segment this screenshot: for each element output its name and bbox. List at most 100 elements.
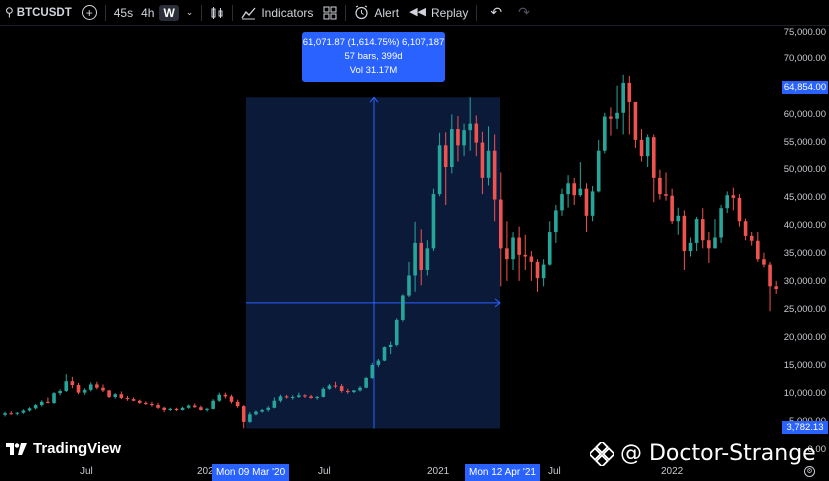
candle-body[interactable] xyxy=(737,197,742,222)
timeframe-w[interactable]: W xyxy=(157,0,180,26)
candle-body[interactable] xyxy=(82,389,87,393)
candle-body[interactable] xyxy=(9,413,13,415)
candle-body[interactable] xyxy=(156,405,160,408)
candle-body[interactable] xyxy=(498,199,503,249)
candle-body[interactable] xyxy=(284,396,289,398)
candle-body[interactable] xyxy=(88,384,93,390)
candle-body[interactable] xyxy=(651,137,656,178)
candle-body[interactable] xyxy=(719,208,723,238)
redo-button[interactable]: ↷ xyxy=(512,0,536,26)
candle-body[interactable] xyxy=(584,188,589,216)
candle-body[interactable] xyxy=(58,390,62,394)
undo-button[interactable]: ↶ xyxy=(480,0,512,26)
candle-body[interactable] xyxy=(707,240,711,249)
candle-body[interactable] xyxy=(443,145,448,167)
candle-body[interactable] xyxy=(266,407,271,410)
candle-body[interactable] xyxy=(511,237,515,260)
candle-body[interactable] xyxy=(254,411,258,415)
candle-body[interactable] xyxy=(39,401,44,406)
candle-body[interactable] xyxy=(76,385,81,393)
candle-body[interactable] xyxy=(566,183,570,195)
candle-body[interactable] xyxy=(345,390,350,393)
candle-body[interactable] xyxy=(33,405,38,409)
price-axis[interactable]: 75,000.00 70,000.00 60,000.00 55,000.00 … xyxy=(780,26,829,462)
timeframe-4h[interactable]: 4h xyxy=(141,5,155,20)
candle-body[interactable] xyxy=(168,408,173,410)
date-price-range-box[interactable] xyxy=(246,97,500,429)
candle-body[interactable] xyxy=(456,129,460,146)
candle-body[interactable] xyxy=(529,256,534,262)
candle-body[interactable] xyxy=(462,130,466,146)
candle-body[interactable] xyxy=(278,396,283,401)
candle-body[interactable] xyxy=(535,261,540,279)
timeframe-45s[interactable]: 45s xyxy=(113,5,134,20)
candle-body[interactable] xyxy=(603,116,607,151)
layouts-button[interactable] xyxy=(318,0,342,26)
candle-body[interactable] xyxy=(560,194,564,211)
candle-body[interactable] xyxy=(113,394,118,397)
candle-body[interactable] xyxy=(437,145,442,195)
candle-body[interactable] xyxy=(388,344,393,348)
candle-body[interactable] xyxy=(394,319,399,345)
candle-body[interactable] xyxy=(235,401,240,407)
candle-body[interactable] xyxy=(199,407,203,410)
candle-body[interactable] xyxy=(15,412,20,414)
candle-body[interactable] xyxy=(186,405,191,408)
candle-body[interactable] xyxy=(248,414,252,422)
candle-body[interactable] xyxy=(517,237,521,255)
candle-body[interactable] xyxy=(303,395,307,397)
candle-body[interactable] xyxy=(639,139,644,157)
candlestick-chart[interactable] xyxy=(0,26,780,462)
chart-type-button[interactable] xyxy=(205,0,229,26)
candle-body[interactable] xyxy=(756,240,760,260)
candle-body[interactable] xyxy=(419,242,424,271)
candle-body[interactable] xyxy=(505,248,509,260)
candle-body[interactable] xyxy=(229,396,234,402)
candle-body[interactable] xyxy=(162,407,166,410)
candle-body[interactable] xyxy=(682,215,687,252)
candle-body[interactable] xyxy=(725,195,730,209)
candle-body[interactable] xyxy=(309,396,313,399)
candle-body[interactable] xyxy=(596,150,601,192)
candle-body[interactable] xyxy=(217,394,222,401)
candle-body[interactable] xyxy=(590,191,595,216)
candle-body[interactable] xyxy=(578,188,583,196)
tradingview-logo[interactable]: TradingView xyxy=(6,440,121,457)
candle-body[interactable] xyxy=(150,403,154,406)
candle-body[interactable] xyxy=(315,396,319,399)
replay-button[interactable]: ◀◀ Replay xyxy=(404,0,473,26)
candle-body[interactable] xyxy=(144,402,148,404)
candle-body[interactable] xyxy=(211,400,215,409)
candle-body[interactable] xyxy=(768,264,772,287)
candle-body[interactable] xyxy=(180,407,185,410)
candle-body[interactable] xyxy=(731,195,736,198)
candle-body[interactable] xyxy=(676,215,681,222)
candle-body[interactable] xyxy=(260,409,264,412)
candle-body[interactable] xyxy=(658,177,662,195)
timeframe-dropdown[interactable]: ⌄ xyxy=(181,0,199,26)
candle-body[interactable] xyxy=(3,413,7,415)
candle-body[interactable] xyxy=(27,408,32,411)
candle-body[interactable] xyxy=(425,248,430,271)
candle-body[interactable] xyxy=(609,116,613,119)
candle-body[interactable] xyxy=(101,387,105,391)
candle-body[interactable] xyxy=(627,82,632,102)
candle-body[interactable] xyxy=(431,194,436,249)
compare-symbol-button[interactable]: + xyxy=(77,0,102,26)
candle-body[interactable] xyxy=(131,399,136,401)
candle-body[interactable] xyxy=(694,219,699,243)
candle-body[interactable] xyxy=(192,405,197,408)
candle-body[interactable] xyxy=(450,129,454,167)
time-axis[interactable]: Jul 202 Jul 2021 Jul 2022 Mon 09 Mar '20… xyxy=(0,462,829,481)
candle-body[interactable] xyxy=(664,194,668,196)
candle-body[interactable] xyxy=(137,400,142,403)
candle-body[interactable] xyxy=(46,401,50,403)
candle-body[interactable] xyxy=(633,101,638,140)
candle-body[interactable] xyxy=(321,388,326,397)
chart-pane[interactable] xyxy=(0,26,780,462)
candle-body[interactable] xyxy=(125,398,130,400)
candle-body[interactable] xyxy=(205,408,209,410)
candle-body[interactable] xyxy=(700,219,705,241)
candle-body[interactable] xyxy=(541,264,546,279)
settings-gear-icon[interactable]: ⚙ xyxy=(804,466,815,477)
